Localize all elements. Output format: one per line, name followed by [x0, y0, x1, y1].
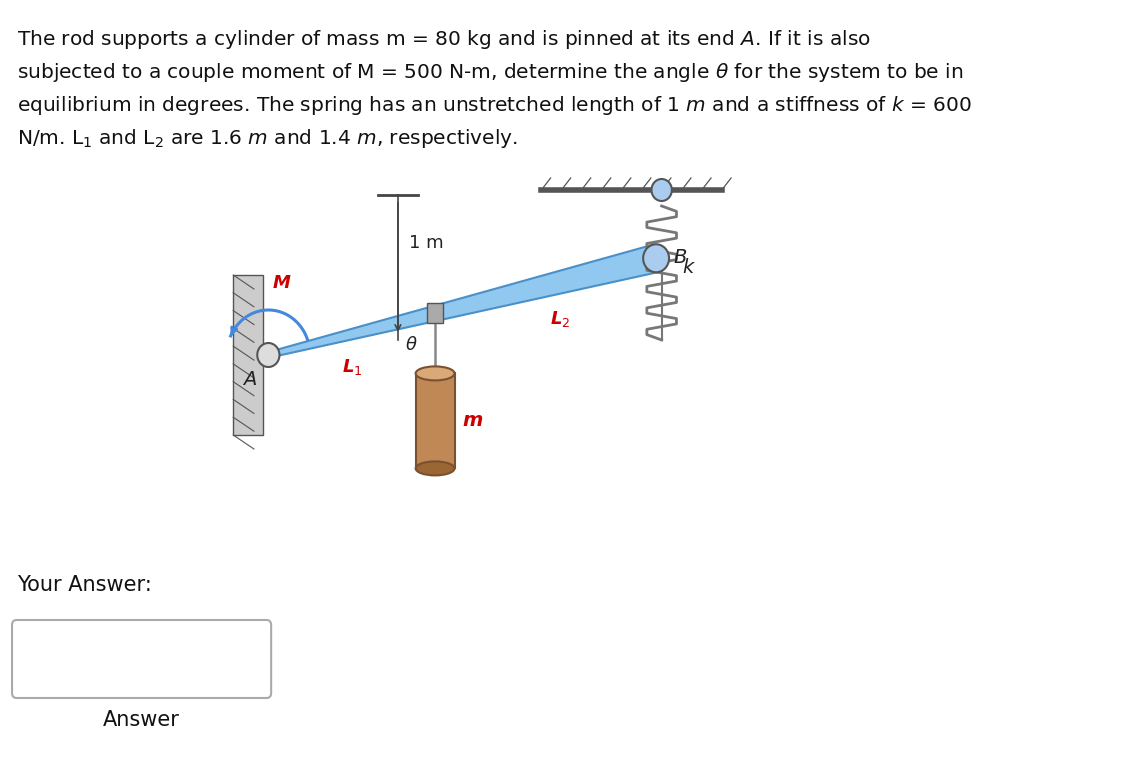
Bar — [426, 303, 443, 323]
Text: $A$: $A$ — [243, 370, 258, 389]
Ellipse shape — [416, 366, 455, 380]
Circle shape — [258, 343, 279, 367]
Bar — [416, 373, 455, 468]
Text: M: M — [272, 274, 291, 292]
Circle shape — [651, 179, 671, 201]
Text: equilibrium in degrees. The spring has an unstretched length of 1 $\it{m}$ and a: equilibrium in degrees. The spring has a… — [17, 94, 971, 117]
Text: L$_2$: L$_2$ — [551, 309, 571, 329]
Text: L$_1$: L$_1$ — [342, 357, 363, 377]
Ellipse shape — [416, 462, 455, 475]
Circle shape — [643, 244, 669, 273]
Text: 1 m: 1 m — [409, 233, 443, 251]
Text: Answer: Answer — [103, 710, 180, 730]
Text: $B$: $B$ — [673, 248, 687, 267]
Bar — [234, 275, 263, 435]
Text: N/m. L$_1$ and L$_2$ are 1.6 $\it{m}$ and 1.4 $\it{m}$, respectively.: N/m. L$_1$ and L$_2$ are 1.6 $\it{m}$ an… — [17, 127, 518, 150]
Polygon shape — [268, 245, 659, 358]
Text: m: m — [462, 412, 482, 430]
Text: k: k — [682, 258, 693, 277]
Text: $\theta$: $\theta$ — [406, 336, 418, 354]
Text: Your Answer:: Your Answer: — [17, 575, 152, 595]
FancyBboxPatch shape — [13, 620, 271, 698]
Text: The rod supports a cylinder of mass m = 80 kg and is pinned at its end $\it{A}$.: The rod supports a cylinder of mass m = … — [17, 28, 871, 51]
Text: subjected to a couple moment of M = 500 N-m, determine the angle $\theta$ for th: subjected to a couple moment of M = 500 … — [17, 61, 963, 84]
